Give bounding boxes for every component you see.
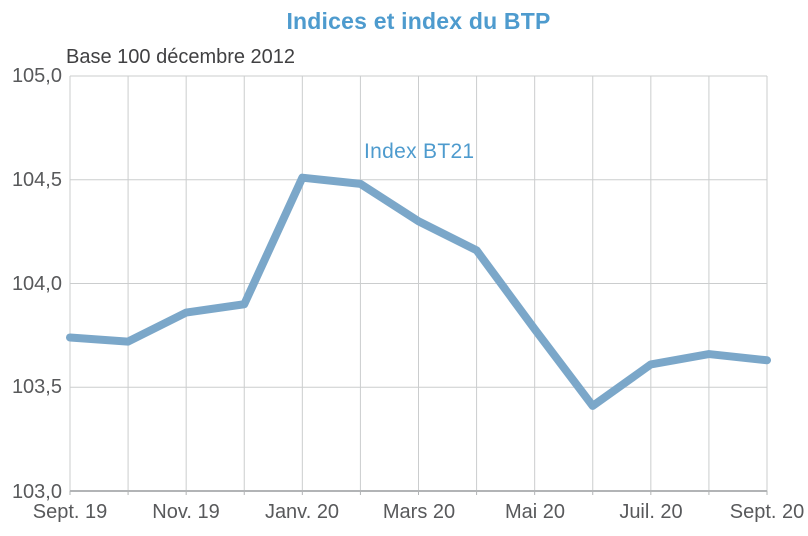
y-axis-tick-label: 104,5: [11, 169, 62, 191]
plot-area: Index BT21: [66, 75, 771, 495]
chart-title: Indices et index du BTP: [286, 8, 551, 34]
series-line-index-bt21: [66, 173, 771, 410]
x-axis-tick-label: Mars 20: [382, 501, 456, 523]
y-axis-tick-label: 103,0: [11, 481, 62, 503]
chart-subtitle: Base 100 décembre 2012: [66, 46, 296, 68]
x-axis-tick-label: Juil. 20: [619, 501, 683, 523]
x-axis-tick-label: Sept. 19: [32, 501, 108, 523]
line-chart-svg: [66, 75, 771, 495]
y-axis-tick-label: 104,0: [11, 273, 62, 295]
x-axis-tick-label: Janv. 20: [264, 501, 340, 523]
x-axis-tick-label: Mai 20: [504, 501, 566, 523]
x-axis-tick-label: Nov. 19: [152, 501, 220, 523]
y-axis-tick-label: 105,0: [11, 65, 62, 87]
series-label-index-bt21: Index BT21: [364, 140, 475, 163]
x-axis-tick-label: Sept. 20: [729, 501, 805, 523]
y-axis-tick-label: 103,5: [11, 376, 62, 398]
